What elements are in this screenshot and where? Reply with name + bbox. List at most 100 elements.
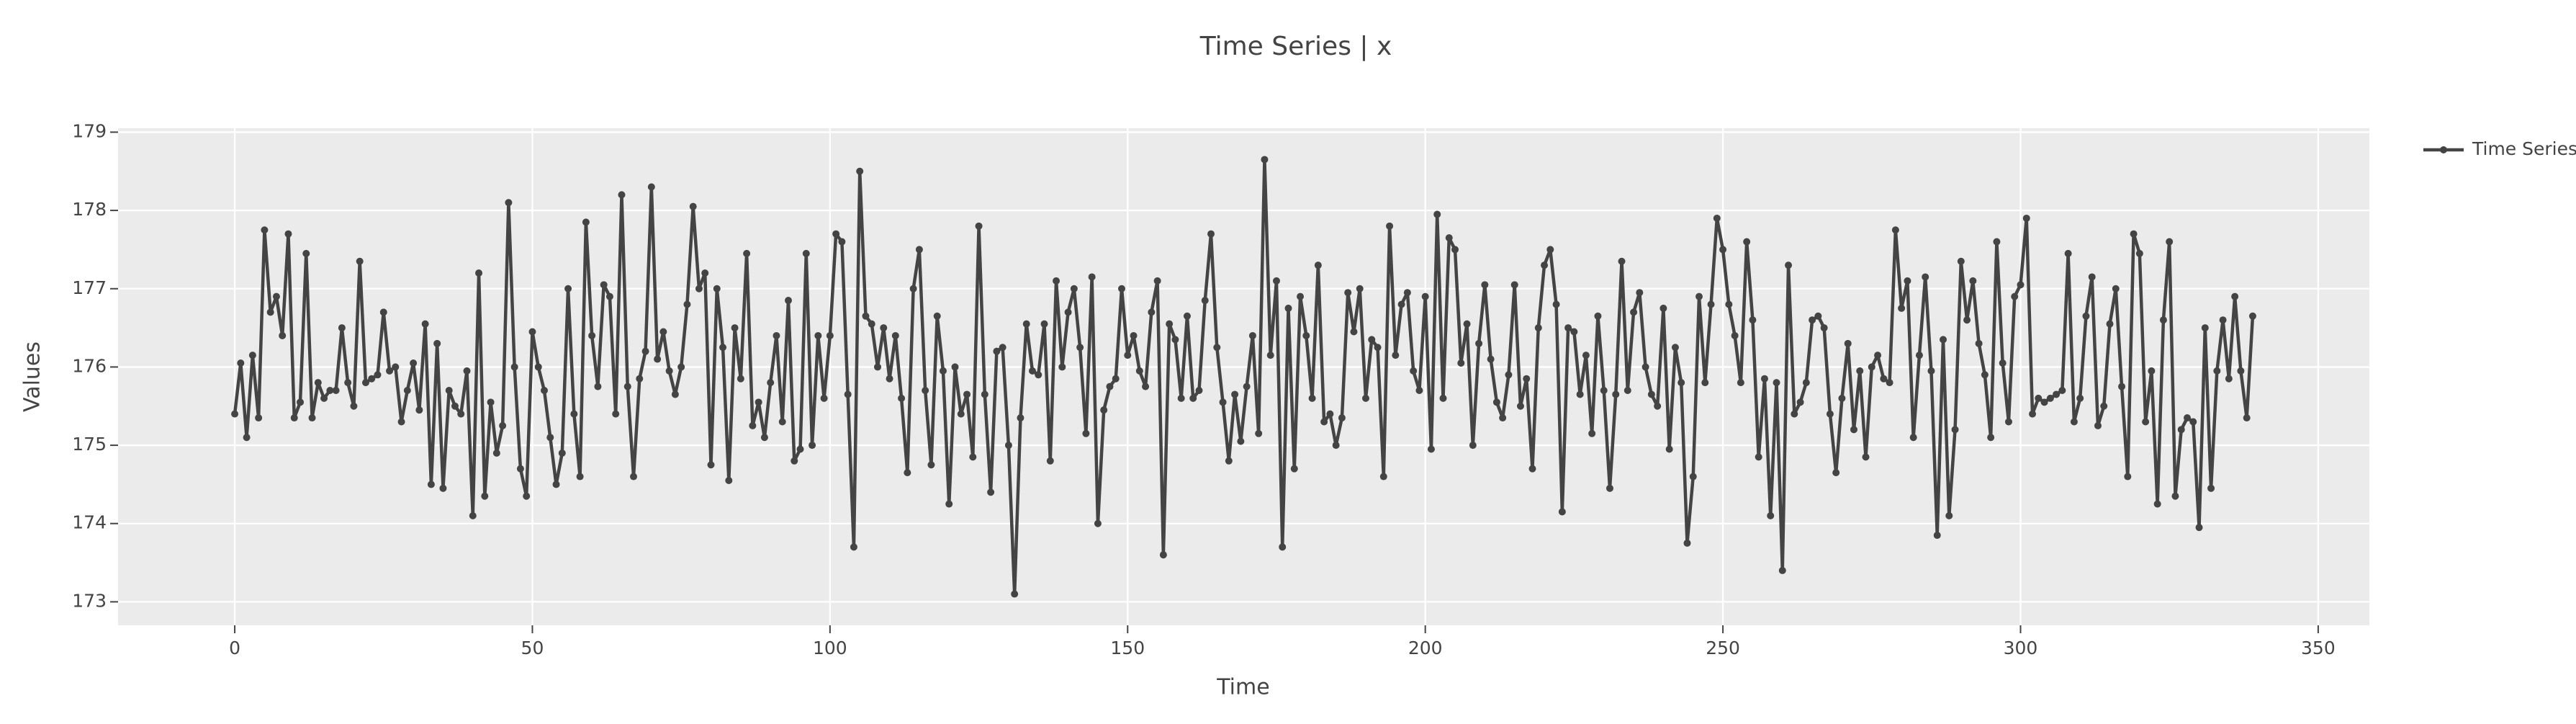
point — [1011, 590, 1019, 598]
point — [523, 492, 531, 500]
point — [1088, 273, 1096, 281]
point — [1695, 292, 1703, 300]
point — [677, 363, 685, 371]
point — [2166, 238, 2174, 246]
point — [1993, 238, 2001, 246]
point — [403, 387, 411, 395]
x-tick-label: 250 — [1706, 638, 1740, 658]
point — [1469, 442, 1477, 450]
point — [1951, 426, 1959, 434]
point — [1802, 379, 1810, 387]
point — [939, 367, 947, 375]
point — [927, 461, 935, 469]
point — [1582, 352, 1590, 359]
point — [1713, 214, 1721, 222]
legend-label: Time Series — [2472, 138, 2576, 159]
y-tick-label: 175 — [72, 434, 107, 455]
point — [1618, 257, 1626, 265]
point — [1379, 473, 1387, 481]
point — [439, 484, 447, 492]
point — [1546, 246, 1554, 254]
point — [1785, 262, 1793, 269]
point — [898, 394, 906, 402]
point — [487, 398, 495, 406]
x-axis-title: Time — [1216, 675, 1269, 700]
point — [1266, 352, 1274, 359]
point — [2124, 473, 2132, 481]
point — [2035, 394, 2043, 402]
point — [231, 410, 239, 418]
point — [499, 421, 507, 429]
point — [1130, 331, 1138, 339]
point — [320, 394, 328, 402]
point — [886, 375, 893, 383]
point — [1636, 289, 1644, 297]
point — [1308, 394, 1316, 402]
point — [951, 363, 959, 371]
point — [731, 324, 739, 332]
y-tick-label: 178 — [72, 199, 107, 220]
point — [1874, 352, 1882, 359]
x-tick-label: 150 — [1110, 638, 1145, 658]
point — [505, 199, 513, 207]
point — [1255, 429, 1263, 437]
point — [457, 410, 465, 418]
point — [1844, 339, 1852, 347]
point — [1832, 469, 1840, 477]
point — [981, 390, 988, 398]
point — [1492, 398, 1500, 406]
point — [665, 367, 673, 375]
point — [1891, 226, 1899, 234]
point — [1510, 281, 1518, 289]
y-tick-label: 174 — [72, 512, 107, 533]
point — [820, 394, 828, 402]
point — [1963, 316, 1971, 324]
point — [760, 434, 768, 442]
point — [2040, 398, 2048, 406]
point — [510, 363, 518, 371]
point — [778, 418, 786, 426]
point — [999, 344, 1006, 352]
point — [1981, 371, 1989, 379]
point — [2153, 500, 2161, 508]
point — [576, 473, 584, 481]
point — [880, 324, 888, 332]
y-axis-title: Values — [20, 341, 45, 412]
y-tick-label: 179 — [72, 120, 107, 141]
point — [2058, 387, 2066, 395]
point — [1350, 328, 1358, 336]
marks — [231, 156, 2256, 598]
point — [415, 406, 423, 414]
point — [332, 387, 340, 395]
point — [410, 359, 418, 367]
point — [255, 414, 263, 422]
point — [2022, 214, 2030, 222]
point — [1213, 344, 1221, 352]
point — [784, 297, 792, 305]
point — [1647, 390, 1655, 398]
point — [1898, 304, 1906, 312]
point — [1773, 379, 1780, 387]
point — [1142, 383, 1150, 390]
y-tick-label: 173 — [72, 590, 107, 611]
point — [1969, 277, 1977, 285]
point — [1731, 331, 1739, 339]
point — [2207, 484, 2215, 492]
point — [1403, 289, 1411, 297]
point — [969, 453, 977, 461]
point — [1987, 434, 1995, 442]
point — [874, 363, 882, 371]
point — [743, 249, 751, 257]
point — [1856, 367, 1864, 375]
point — [1183, 312, 1191, 320]
point — [2082, 312, 2090, 320]
point — [957, 410, 965, 418]
point — [2189, 418, 2197, 426]
point — [1915, 352, 1923, 359]
point — [1463, 320, 1471, 328]
point — [802, 249, 810, 257]
point — [1433, 210, 1441, 218]
point — [356, 257, 364, 265]
point — [1070, 285, 1078, 292]
